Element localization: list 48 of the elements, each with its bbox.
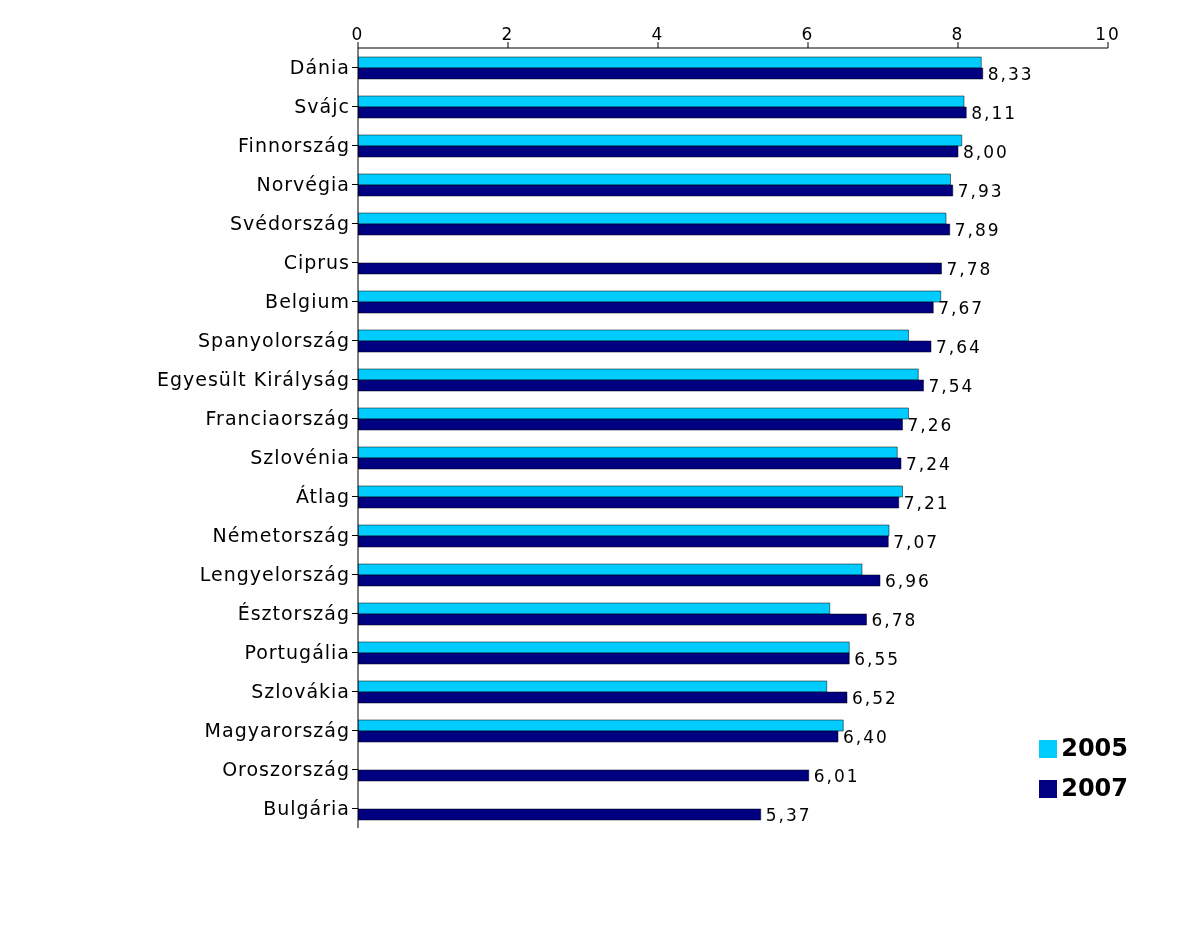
data-label: 7,07: [893, 531, 940, 552]
data-label: 7,21: [903, 492, 950, 513]
y-tick-label: Belgium: [265, 290, 350, 313]
y-tick-label: Ciprus: [283, 251, 350, 274]
data-label: 7,89: [954, 219, 1001, 240]
y-tick-label: Lengyelország: [199, 563, 350, 586]
data-label: 8,11: [971, 102, 1018, 123]
y-tick-label: Szlovákia: [251, 680, 350, 703]
y-tick-label: Észtország: [237, 602, 350, 625]
y-tick-label: Átlag: [295, 485, 350, 508]
y-tick-label: Portugália: [244, 641, 350, 664]
data-label: 6,52: [852, 687, 898, 708]
data-label: 7,26: [907, 414, 954, 435]
y-tick-label: Dánia: [289, 56, 350, 79]
data-label: 7,64: [936, 336, 982, 357]
y-tick-label: Spanyolország: [198, 329, 350, 352]
data-label: 6,55: [854, 648, 901, 669]
x-tick-label: 0: [351, 24, 365, 44]
data-label: 7,24: [906, 453, 952, 474]
data-label: 6,78: [871, 609, 918, 630]
data-label: 8,00: [963, 141, 1009, 162]
y-tick-label: Egyesült Királyság: [156, 368, 350, 391]
x-tick-label: 8: [951, 24, 965, 44]
data-label: 7,67: [938, 297, 985, 318]
y-tick-label: Németország: [212, 524, 350, 547]
data-label: 7,93: [957, 180, 1004, 201]
x-tick-label: 4: [651, 24, 665, 44]
data-label: 6,40: [843, 726, 889, 747]
y-tick-label: Norvégia: [256, 173, 350, 196]
x-tick-label: 10: [1095, 24, 1121, 44]
y-tick-label: Bulgária: [263, 797, 350, 820]
y-tick-label: Svájc: [294, 95, 350, 118]
y-tick-label: Svédország: [229, 212, 350, 235]
y-tick-label: Szlovénia: [250, 446, 350, 469]
data-label: 8,33: [987, 63, 1034, 84]
data-label: 6,96: [885, 570, 931, 591]
y-tick-label: Oroszország: [222, 758, 350, 781]
legend-label: 2007: [1061, 774, 1128, 802]
data-label: 7,54: [928, 375, 975, 396]
data-label: 6,01: [813, 765, 860, 786]
data-label: 7,78: [946, 258, 993, 279]
x-tick-label: 2: [501, 24, 515, 44]
data-label: 5,37: [765, 804, 812, 825]
x-tick-label: 6: [801, 24, 815, 44]
y-tick-label: Magyarország: [204, 719, 350, 742]
y-tick-label: Franciaország: [205, 407, 350, 430]
y-tick-label: Finnország: [238, 134, 350, 157]
legend-label: 2005: [1061, 734, 1128, 762]
